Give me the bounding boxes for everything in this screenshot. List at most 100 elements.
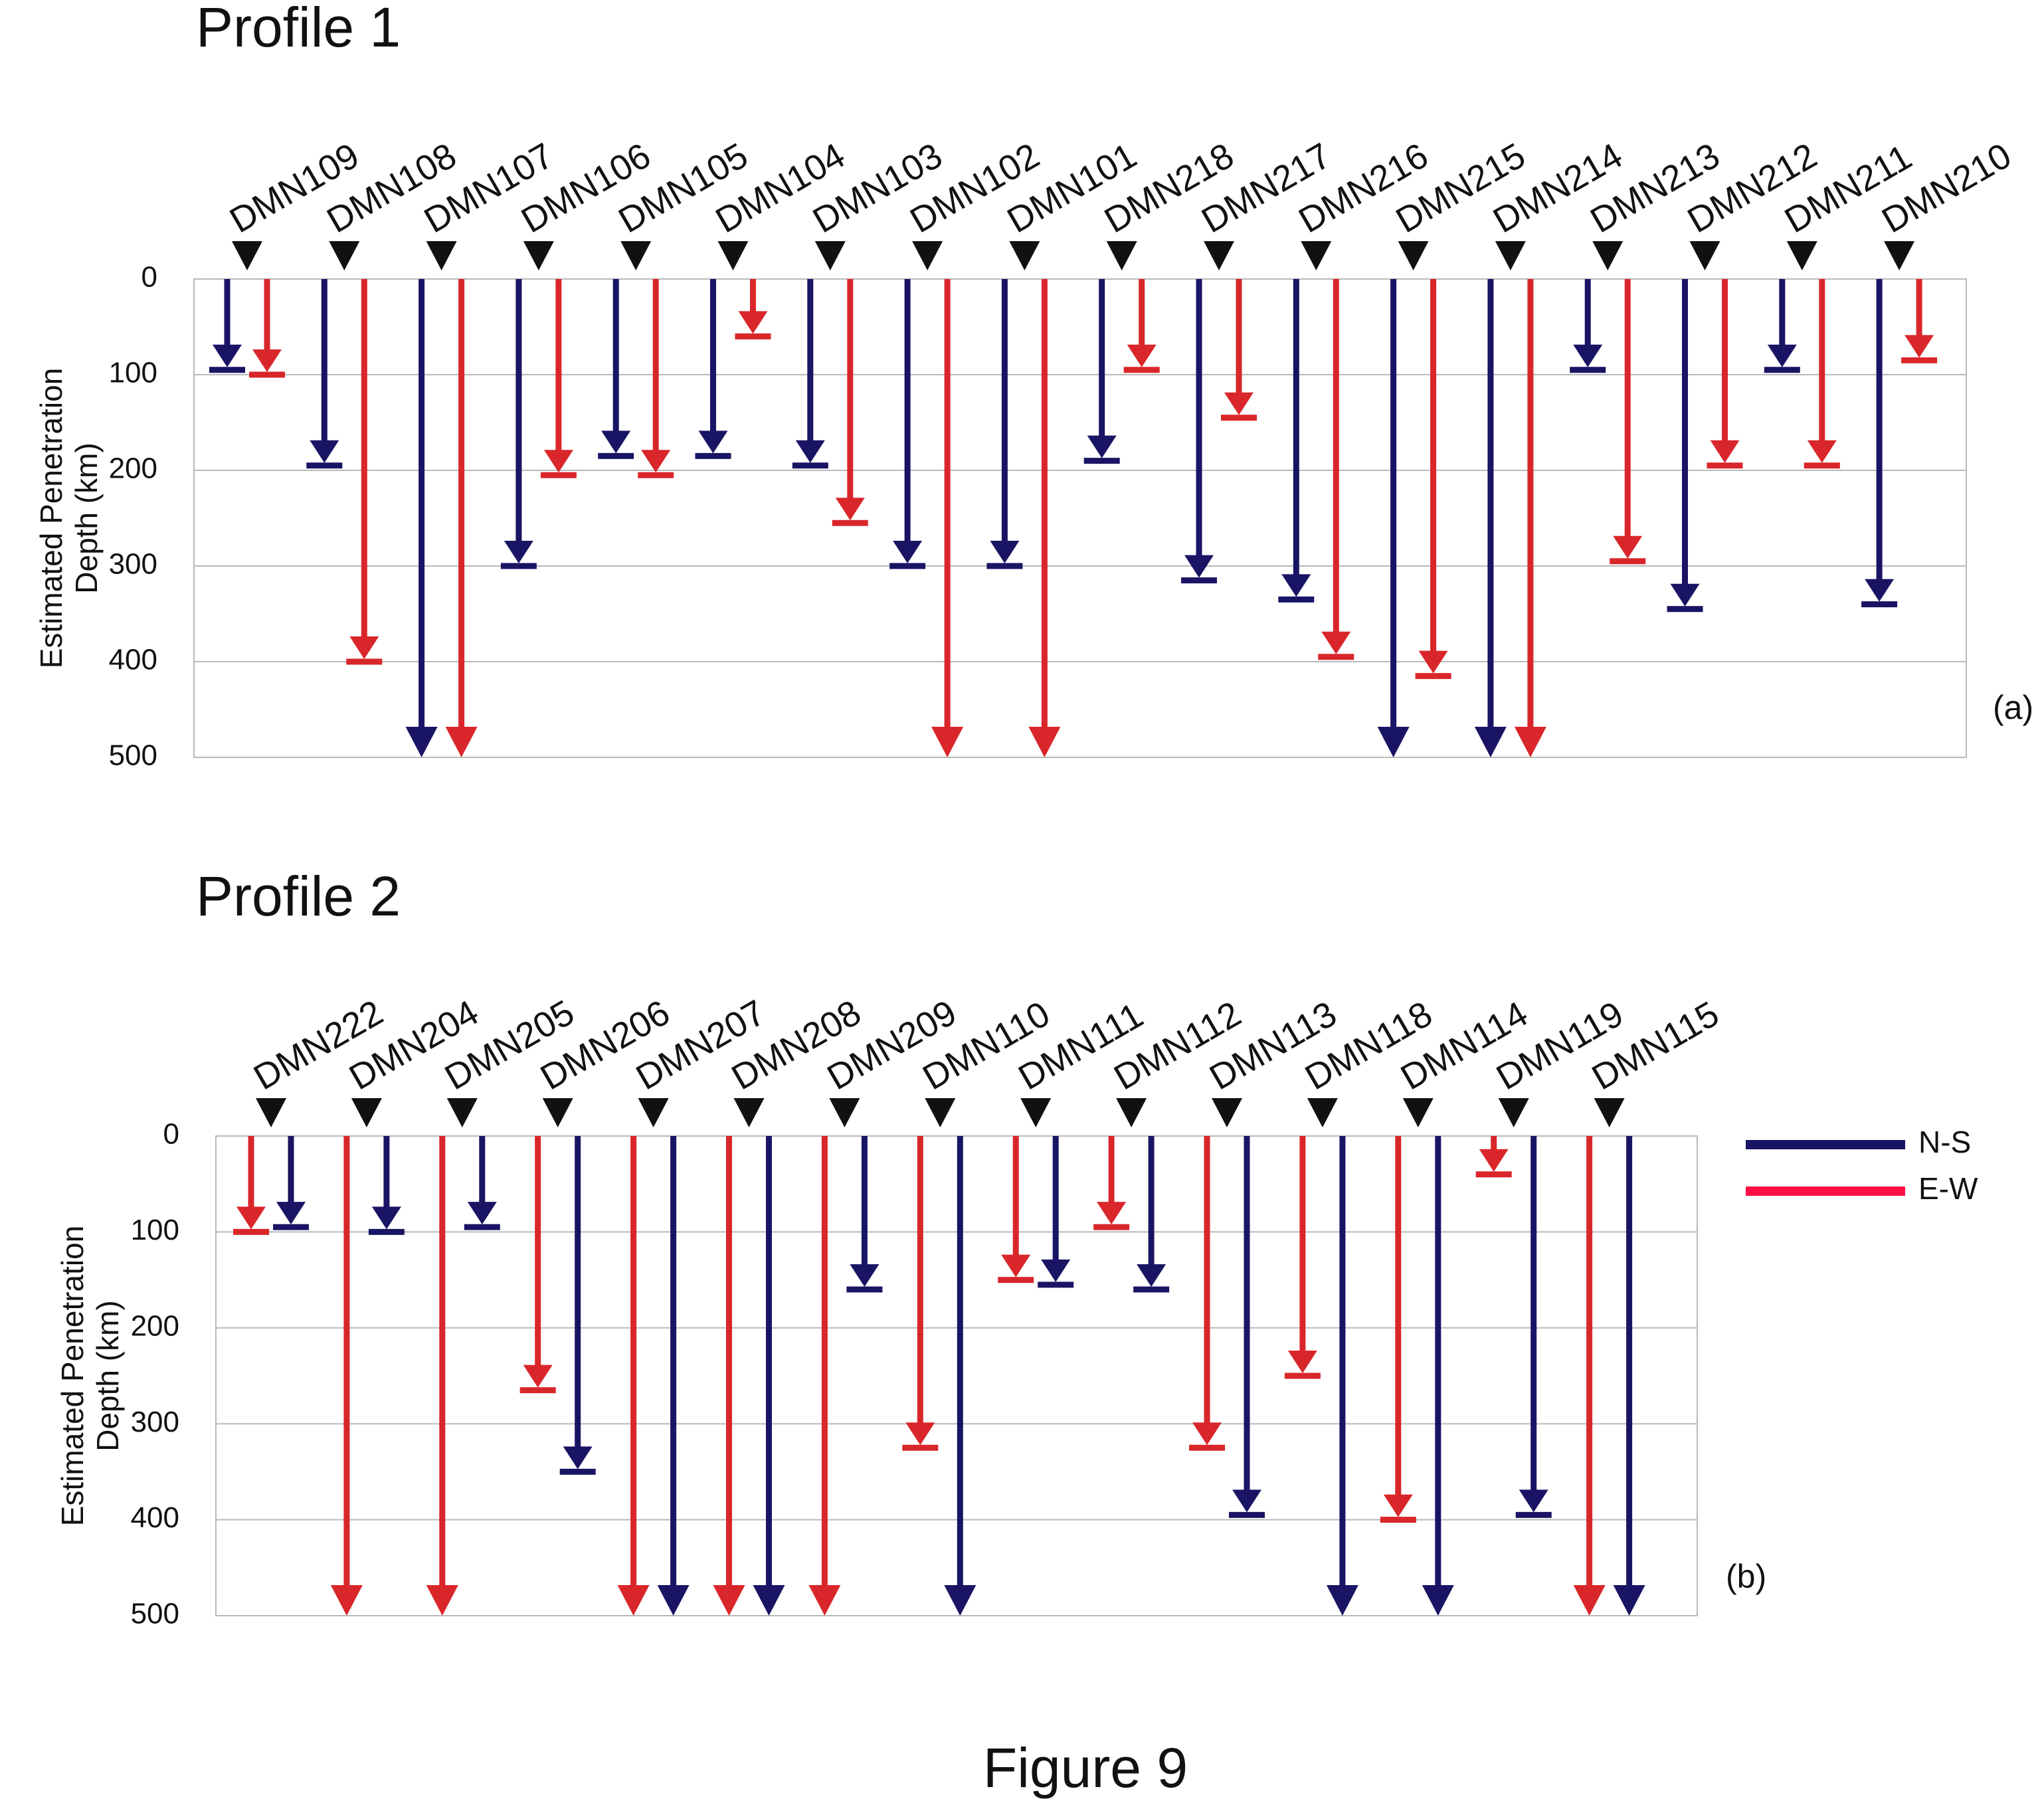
arrow-head [543,450,573,473]
y-tick-label: 500 [131,1598,179,1630]
arrow-ns [1278,279,1315,603]
arrow-head [426,1585,458,1616]
arrow-ew [330,1136,363,1616]
arrow-ew [1707,279,1743,469]
plot-frame [215,1135,1698,1616]
arrow-ew [1415,279,1451,680]
arrow-head [1321,631,1351,654]
arrow-ns [464,1136,500,1230]
y-tick-label: 400 [131,1501,179,1534]
station-marker [1498,1098,1529,1127]
y-tick-label: 300 [109,548,157,581]
arrow-head [1097,1202,1127,1225]
arrow-head [563,1446,593,1470]
arrow-head [1127,344,1157,367]
arrow-head [1767,344,1797,367]
arrow-ew [1380,1136,1416,1523]
arrow-head [1474,727,1507,757]
station-marker [733,1098,765,1127]
arrow-ns [1229,1136,1265,1518]
arrow-ew [1221,279,1257,421]
station-marker [1402,1098,1434,1127]
panel-label: (a) [1993,689,2033,726]
arrow-ns [559,1136,596,1475]
arrow-ns [209,279,245,373]
arrow-head [1028,727,1061,757]
arrow-ew [540,279,577,478]
arrow-head [1613,1585,1645,1616]
arrow-head [1192,1422,1222,1446]
arrow-head [641,450,671,473]
y-tick-label: 200 [109,452,157,485]
station-marker [426,241,457,270]
arrow-head [1613,535,1643,559]
arrow-ew [1284,1136,1321,1379]
arrow-head [1479,1149,1509,1172]
arrow-head [753,1585,785,1616]
arrow-head [1905,335,1934,358]
arrow-head [1807,440,1837,463]
arrow-head [1287,1351,1317,1373]
arrow-ns [1570,279,1606,373]
arrow-ns [368,1136,405,1235]
arrow-ns [1515,1136,1552,1518]
arrow-head [1001,1254,1031,1278]
y-axis-label-line: Depth (km) [90,1300,125,1451]
station-marker [1592,241,1624,270]
arrow-ew [1123,279,1160,373]
legend-label-ns: N-S [1918,1125,1971,1159]
arrow-head [445,727,478,757]
station-marker [912,241,943,270]
arrow-head [1514,727,1546,757]
station-marker [620,241,652,270]
arrow-ew [1475,1136,1512,1178]
arrow-ew [998,1136,1034,1283]
station-marker [1106,241,1137,270]
chart-panel-2: Profile 2 0 100 200 300 400 500 Estimated Penet… [55,865,1766,1630]
y-tick-label: 400 [109,644,157,676]
arrow-ns [846,1136,883,1293]
arrow-head [944,1585,976,1616]
station-marker [1301,241,1332,270]
y-tick-label: 100 [109,357,157,389]
arrow-ns [792,279,828,469]
arrow-ew [1804,279,1840,469]
arrow-ew [1318,279,1354,660]
arrow-ew [1028,279,1061,757]
station-marker [523,241,554,270]
station-marker [1116,1098,1147,1127]
station-marker [829,1098,860,1127]
arrow-head [601,430,631,454]
arrow-ns [657,1136,690,1616]
arrow-head [405,727,438,757]
station-marker [1204,241,1234,270]
arrow-head [1224,392,1254,415]
arrow-head [835,498,865,521]
arrow-ew [426,1136,458,1616]
arrow-ew [233,1136,269,1235]
y-tick-label: 200 [131,1309,179,1342]
y-axis-label-line: Depth (km) [69,442,104,593]
arrow-head [990,541,1020,563]
arrow-head [504,541,533,563]
station-marker [1786,241,1817,270]
arrow-ew [249,279,285,378]
arrow-ew [1573,1136,1606,1616]
arrow-head [1281,574,1311,597]
station-marker [814,241,846,270]
figure-caption: Figure 9 [983,1737,1188,1799]
arrow-ew [808,1136,841,1616]
arrow-head [1326,1585,1358,1616]
arrow-head [371,1206,401,1230]
arrow-head [795,440,825,463]
arrow-head [808,1585,841,1616]
arrow-head [905,1422,935,1446]
arrow-head [1519,1489,1548,1513]
arrow-head [1573,1585,1606,1616]
station-marker [1689,241,1720,270]
station-marker [446,1098,478,1127]
arrow-head [310,440,339,463]
arrow-head [713,1585,745,1616]
station-marker [638,1098,669,1127]
